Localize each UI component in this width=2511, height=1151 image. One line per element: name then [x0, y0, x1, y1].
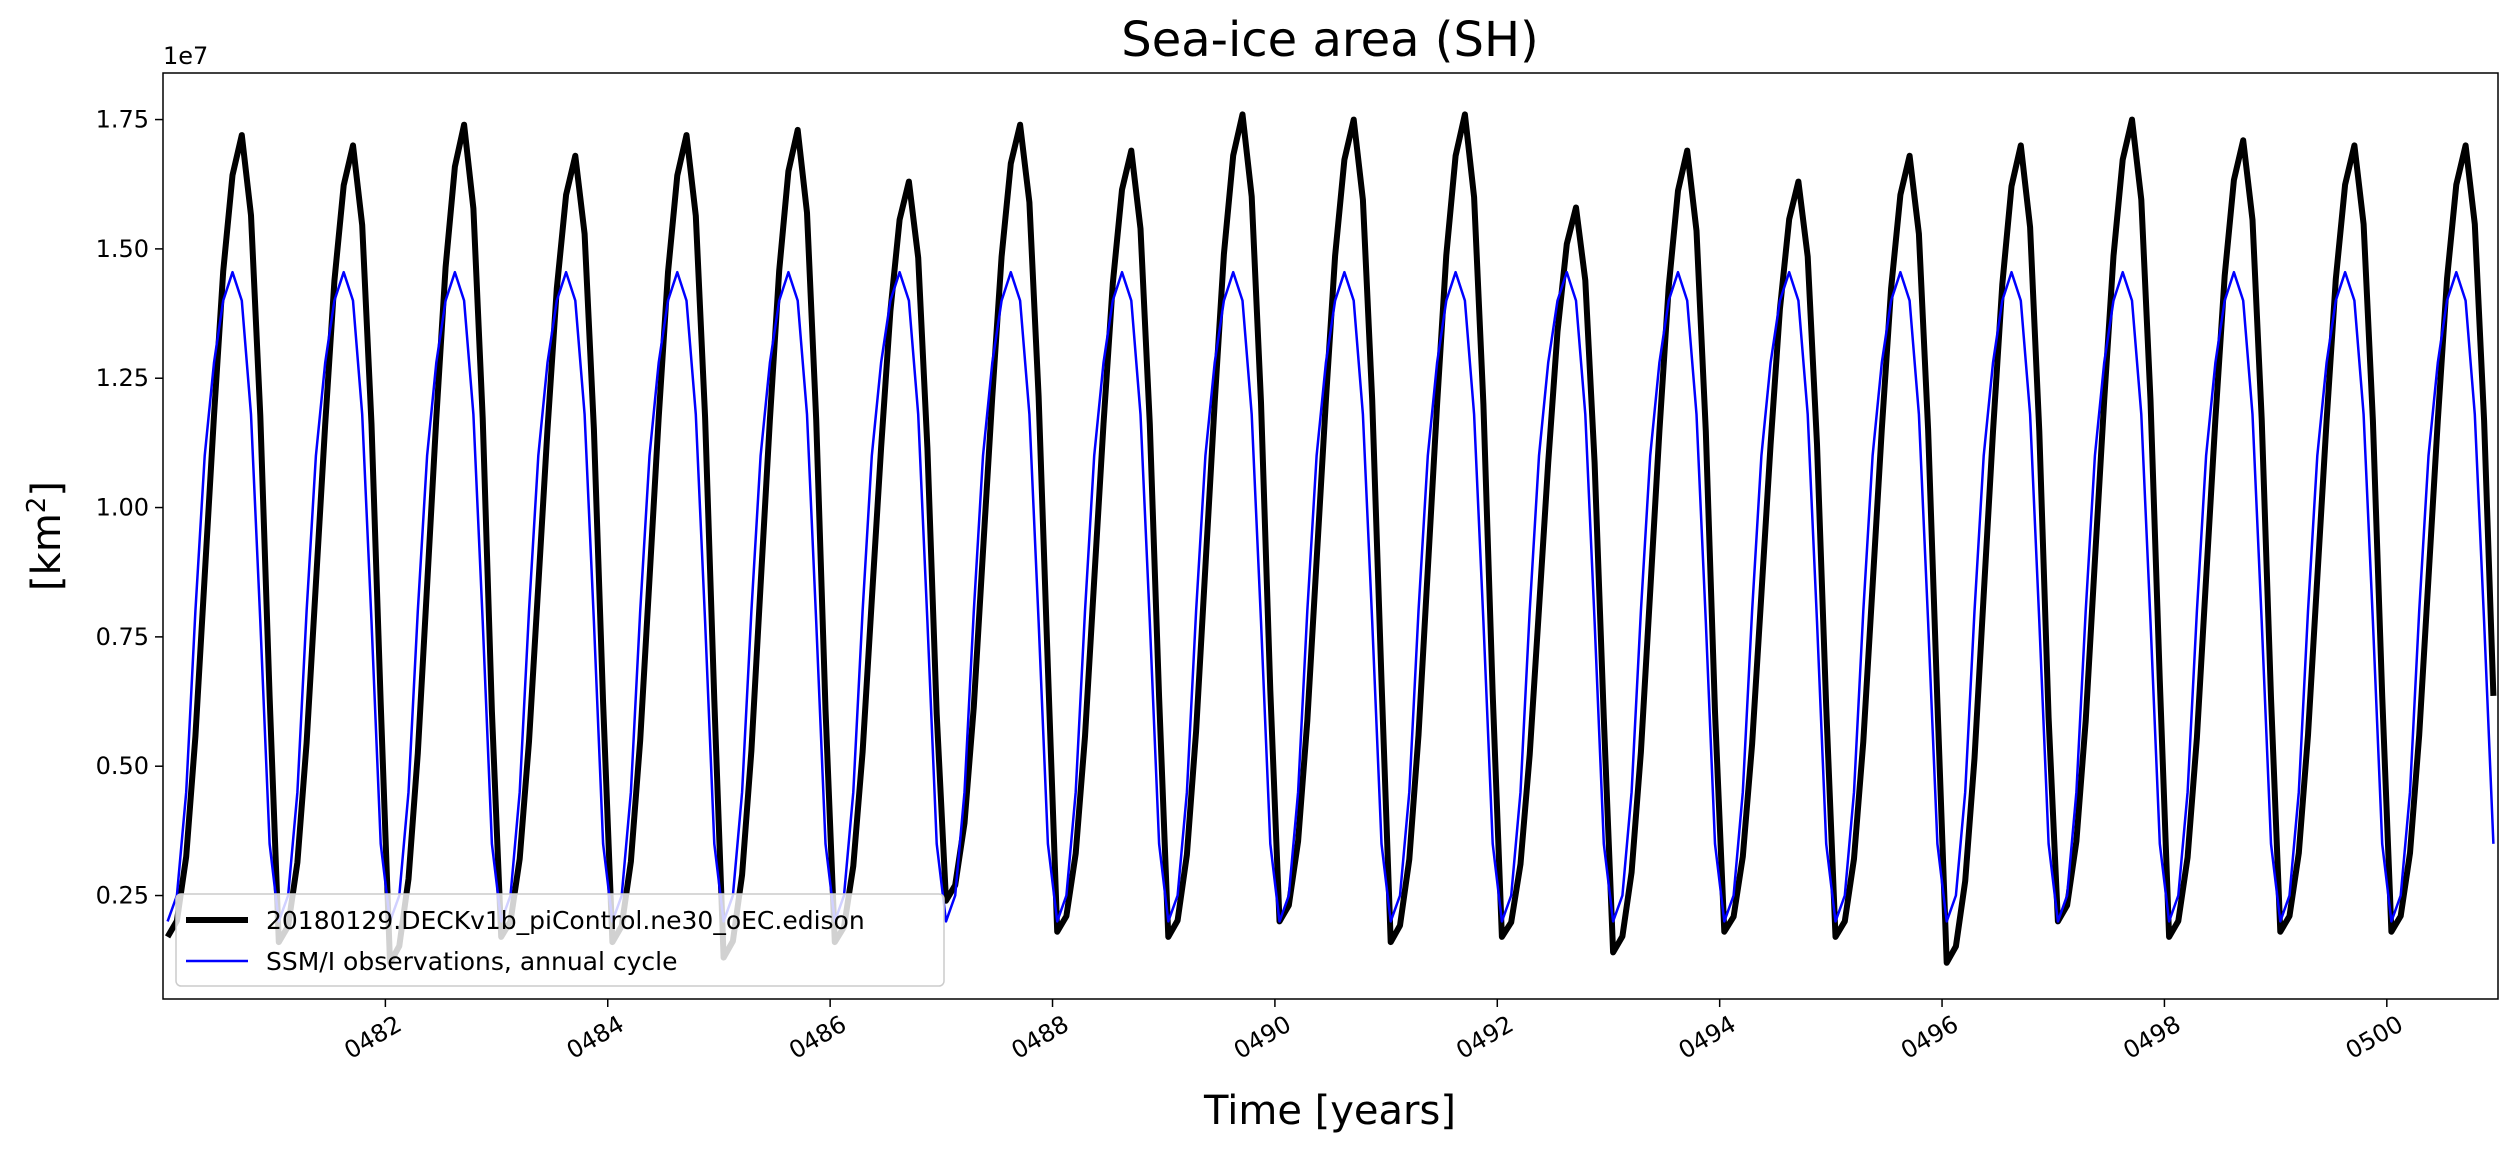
y-tick-label: 1.75: [96, 106, 149, 134]
y-axis: 0.25 0.50 0.75 1.00 1.25 1.50 1.75: [96, 106, 163, 910]
y-axis-title: [km2]: [22, 481, 70, 591]
plot-frame: [162, 72, 2499, 1000]
x-axis-title: Time [years]: [1203, 1088, 1456, 1134]
legend: 20180129.DECKv1b_piControl.ne30_oEC.edis…: [175, 893, 945, 987]
legend-observations-label: SSM/I observations, annual cycle: [266, 947, 678, 976]
series-line-observations: [166, 270, 2495, 923]
legend-box: [175, 893, 945, 987]
y-tick-label: 1.00: [96, 494, 149, 522]
y-multiplier-label: 1e7: [163, 42, 208, 70]
y-tick-label: 1.50: [96, 235, 149, 263]
y-tick-label: 0.25: [96, 882, 149, 910]
y-tick-label: 0.50: [96, 752, 149, 780]
y-tick-label: 1.25: [96, 364, 149, 392]
plot-area: [165, 111, 2497, 966]
y-tick-label: 0.75: [96, 623, 149, 651]
chart-title: Sea-ice area (SH): [1121, 12, 1539, 68]
legend-model-label: 20180129.DECKv1b_piControl.ne30_oEC.edis…: [266, 906, 865, 935]
